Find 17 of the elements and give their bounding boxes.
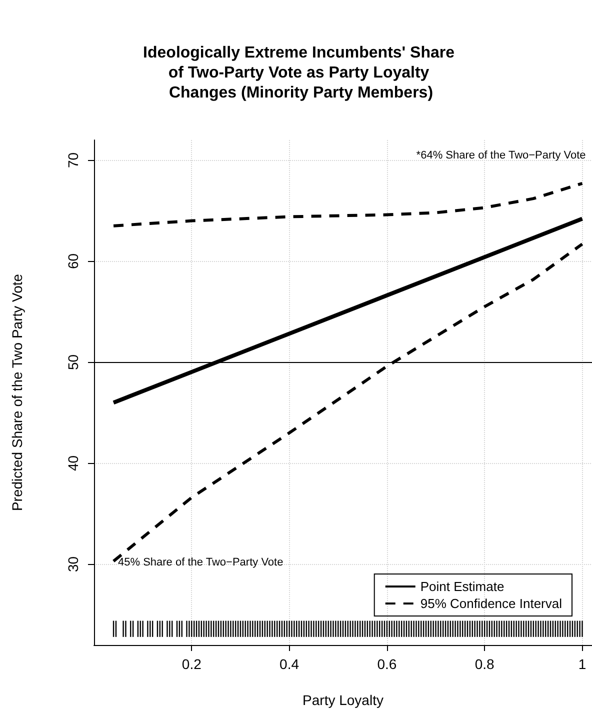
- x-tick-label: 0.4: [280, 656, 300, 672]
- legend-label: 95% Confidence Interval: [420, 596, 562, 611]
- y-tick-label: 60: [65, 253, 81, 269]
- y-tick-label: 40: [65, 455, 81, 471]
- x-tick-label: 0.2: [182, 656, 202, 672]
- annotation: 45% Share of the Two−Party Vote: [118, 556, 284, 568]
- x-axis-title: Party Loyalty: [302, 692, 384, 708]
- y-axis-title: Predicted Share of the Two Party Vote: [9, 274, 25, 512]
- annotation: *64% Share of the Two−Party Vote: [416, 150, 586, 162]
- x-tick-label: 1: [578, 656, 586, 672]
- x-tick-label: 0.8: [474, 656, 495, 672]
- y-tick-label: 70: [65, 152, 81, 168]
- y-tick-label: 50: [65, 354, 81, 370]
- legend-label: Point Estimate: [420, 579, 504, 594]
- y-tick-label: 30: [65, 556, 81, 572]
- x-tick-label: 0.6: [377, 656, 397, 672]
- chart-title: Ideologically Extreme Incumbents' Share of Two-Party Vote as Party Loyalty Changes (Minority Party Members): [143, 44, 459, 102]
